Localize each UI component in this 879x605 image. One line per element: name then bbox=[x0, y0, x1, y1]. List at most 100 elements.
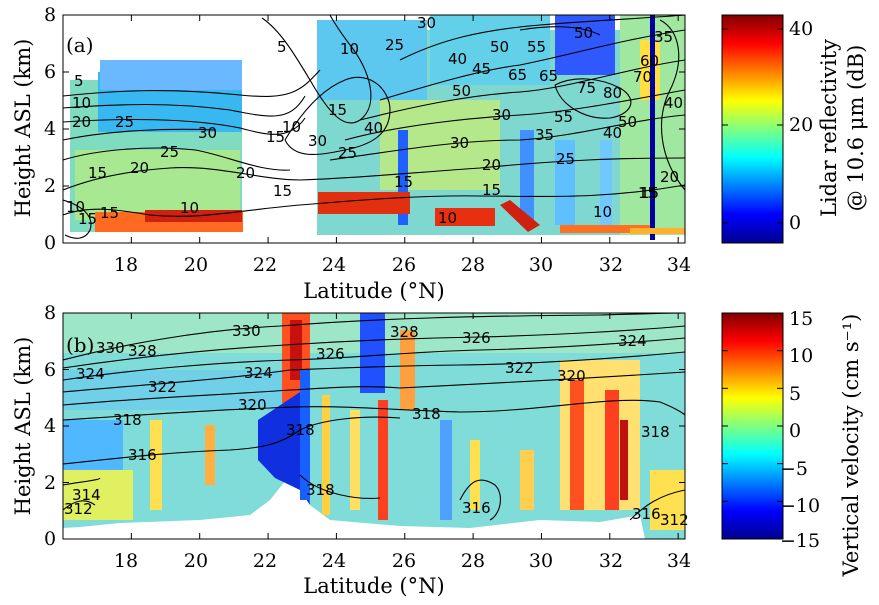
contour-line bbox=[63, 199, 92, 239]
contour-label: 40 bbox=[448, 50, 467, 68]
field-block bbox=[435, 208, 495, 226]
y-tick-label: 8 bbox=[44, 4, 56, 26]
field-block bbox=[520, 450, 534, 510]
contour-label: 10 bbox=[180, 199, 199, 217]
contour-line bbox=[63, 204, 301, 217]
field-block bbox=[605, 390, 619, 510]
contour-line bbox=[299, 184, 685, 206]
contour-label: 330 bbox=[232, 322, 261, 340]
y-tick-label: 0 bbox=[44, 528, 56, 550]
field-block bbox=[398, 130, 408, 225]
contour-label: 75 bbox=[577, 79, 596, 97]
contour-line bbox=[63, 128, 216, 141]
contour-line bbox=[329, 114, 685, 161]
panel-a-contours bbox=[63, 15, 685, 239]
x-tick-label: 24 bbox=[322, 254, 346, 276]
colorbar-tick-label: −10 bbox=[780, 495, 820, 517]
x-tick-label: 30 bbox=[529, 550, 553, 572]
contour-line bbox=[299, 474, 381, 499]
contour-label: 55 bbox=[554, 108, 573, 126]
colorbar-tick-label: −5 bbox=[780, 458, 808, 480]
contour-label: 316 bbox=[128, 446, 157, 464]
y-tick-label: 8 bbox=[44, 302, 56, 324]
field-block bbox=[317, 20, 427, 100]
panel-a: 5 10 20 25 30 25 20 15 15 10 15 5 10 15 … bbox=[11, 4, 868, 303]
panel-b-colorbar bbox=[721, 312, 784, 540]
contour-label: 30 bbox=[417, 14, 436, 32]
contour-label: 5 bbox=[277, 38, 287, 56]
field-block bbox=[63, 370, 303, 410]
contour-line bbox=[63, 371, 685, 406]
y-tick-label: 2 bbox=[44, 472, 56, 494]
contour-line bbox=[63, 325, 685, 369]
field-block bbox=[650, 15, 655, 240]
contour-line bbox=[63, 117, 306, 135]
field-block bbox=[620, 420, 628, 500]
contour-label: 322 bbox=[148, 378, 177, 396]
field-block bbox=[430, 15, 550, 85]
contour-label: 5 bbox=[74, 72, 84, 90]
contour-label: 20 bbox=[130, 159, 149, 177]
contour-label: 10 bbox=[340, 40, 359, 58]
contour-label: 328 bbox=[128, 342, 157, 360]
contour-line bbox=[63, 337, 685, 381]
contour-label: 50 bbox=[618, 113, 637, 131]
x-tick-label: 26 bbox=[392, 550, 416, 572]
panel-b-ticks bbox=[63, 312, 685, 540]
panel-a-x-tick-labels: 18 20 22 24 26 28 30 32 34 bbox=[114, 254, 691, 276]
contour-line bbox=[63, 313, 685, 361]
field-block bbox=[322, 395, 330, 515]
panel-a-label: (a) bbox=[66, 33, 94, 57]
colorbar-tick-label: −15 bbox=[780, 530, 820, 552]
field-block bbox=[560, 225, 650, 233]
panel-a-colorbar bbox=[721, 14, 784, 244]
contour-label: 312 bbox=[64, 500, 93, 518]
x-tick-label: 18 bbox=[114, 254, 138, 276]
field-block bbox=[378, 400, 388, 520]
contour-label: 15 bbox=[482, 181, 501, 199]
contour-label: 15 bbox=[266, 128, 285, 146]
field-block bbox=[440, 420, 452, 520]
panel-b: 330 330 328 324 322 324 320 318 318 316 … bbox=[11, 302, 863, 598]
contour-label: 35 bbox=[654, 28, 673, 46]
contour-label: 40 bbox=[664, 94, 683, 112]
contour-label: 25 bbox=[556, 150, 575, 168]
contour-label: 25 bbox=[160, 143, 179, 161]
contour-label: 15 bbox=[638, 184, 657, 202]
contour-label: 55 bbox=[527, 38, 546, 56]
contour-line bbox=[359, 59, 685, 121]
panel-b-colorbar-ticks bbox=[722, 312, 783, 540]
contour-label: 320 bbox=[238, 396, 267, 414]
panel-b-x-tick-labels: 18 20 22 24 26 28 30 32 34 bbox=[114, 550, 691, 572]
contour-label: 15 bbox=[273, 182, 292, 200]
contour-line bbox=[63, 147, 291, 171]
x-tick-label: 22 bbox=[253, 550, 277, 572]
contour-line bbox=[519, 26, 601, 36]
contour-line bbox=[284, 76, 391, 156]
x-tick-label: 26 bbox=[392, 254, 416, 276]
contour-label: 45 bbox=[472, 60, 491, 78]
contour-line bbox=[629, 489, 685, 521]
panel-a-ticks bbox=[63, 14, 685, 244]
colorbar-tick-label: 20 bbox=[789, 114, 813, 136]
contour-line bbox=[554, 78, 632, 119]
panel-b-contour-labels: 330 330 328 324 322 324 320 318 318 316 … bbox=[64, 322, 689, 529]
field-block bbox=[100, 60, 242, 90]
contour-line bbox=[399, 15, 685, 61]
x-tick-label: 20 bbox=[184, 254, 208, 276]
panel-a-colorbar-label: Lidar reflectivity bbox=[817, 39, 841, 217]
contour-label: 65 bbox=[539, 67, 558, 85]
x-tick-label: 30 bbox=[529, 254, 553, 276]
contour-label: 20 bbox=[660, 168, 679, 186]
contour-line bbox=[261, 15, 372, 124]
contour-label: 25 bbox=[115, 113, 134, 131]
field-block bbox=[350, 410, 360, 510]
contour-label: 80 bbox=[603, 84, 622, 102]
x-tick-label: 34 bbox=[667, 254, 691, 276]
contour-label: 30 bbox=[308, 132, 327, 150]
contour-label: 20 bbox=[72, 113, 91, 131]
field-block bbox=[75, 150, 240, 220]
field-block bbox=[290, 320, 302, 380]
contour-label: 324 bbox=[618, 332, 647, 350]
